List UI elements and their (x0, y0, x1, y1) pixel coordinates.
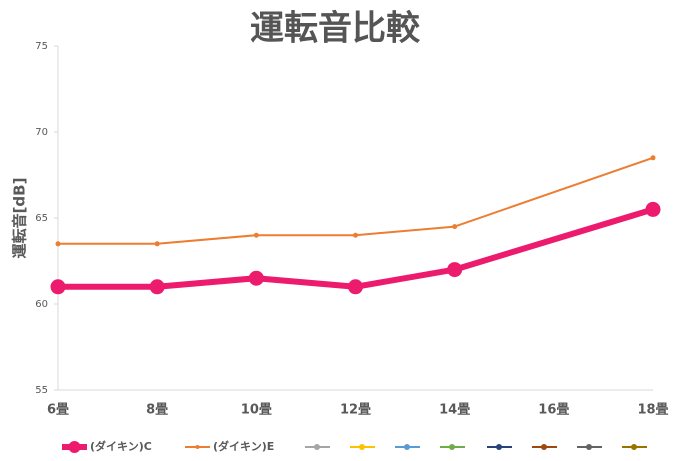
data-point (447, 262, 463, 278)
data-point (248, 270, 264, 286)
chart-title: 運転音比較 (250, 9, 421, 49)
legend-marker (68, 441, 81, 453)
legend-empty-entry (622, 444, 647, 450)
data-point (253, 232, 259, 238)
data-point (55, 241, 61, 247)
legend-label: (ダイキン)C (90, 439, 152, 453)
data-point (353, 232, 358, 238)
data-point (645, 201, 661, 217)
legend-empty-entry (577, 444, 602, 450)
legend-empty-entry (305, 444, 330, 450)
x-tick-label: 10畳 (241, 403, 272, 418)
legend-empty-entry (395, 444, 420, 450)
legend-empty-entry (532, 444, 557, 450)
x-tick-label: 14畳 (439, 403, 470, 418)
y-tick-label: 55 (35, 385, 48, 396)
x-tick-label: 18畳 (637, 403, 668, 418)
x-tick-label: 6畳 (47, 403, 69, 418)
x-tick-label: 16畳 (538, 403, 569, 418)
legend-empty-entry (440, 444, 465, 450)
x-tick-label: 12畳 (340, 403, 371, 418)
data-point (452, 224, 458, 230)
legend-empty-entry (350, 444, 375, 450)
data-point (650, 155, 656, 161)
data-point (154, 241, 160, 247)
y-axis-label: 運転音[dB] (11, 178, 29, 259)
legend-marker (195, 445, 200, 449)
y-tick-label: 70 (35, 127, 48, 138)
y-tick-label: 75 (35, 41, 48, 52)
series-line (58, 206, 654, 290)
series-line (58, 156, 654, 245)
data-point (348, 279, 363, 295)
legend-empty-entry (487, 444, 512, 450)
data-point (149, 279, 165, 295)
legend-extra (305, 444, 647, 450)
y-tick-label: 60 (35, 299, 48, 310)
legend-label: (ダイキン)E (213, 439, 274, 453)
y-tick-label: 65 (35, 213, 48, 224)
x-tick-label: 8畳 (146, 403, 168, 418)
data-point (50, 279, 66, 295)
